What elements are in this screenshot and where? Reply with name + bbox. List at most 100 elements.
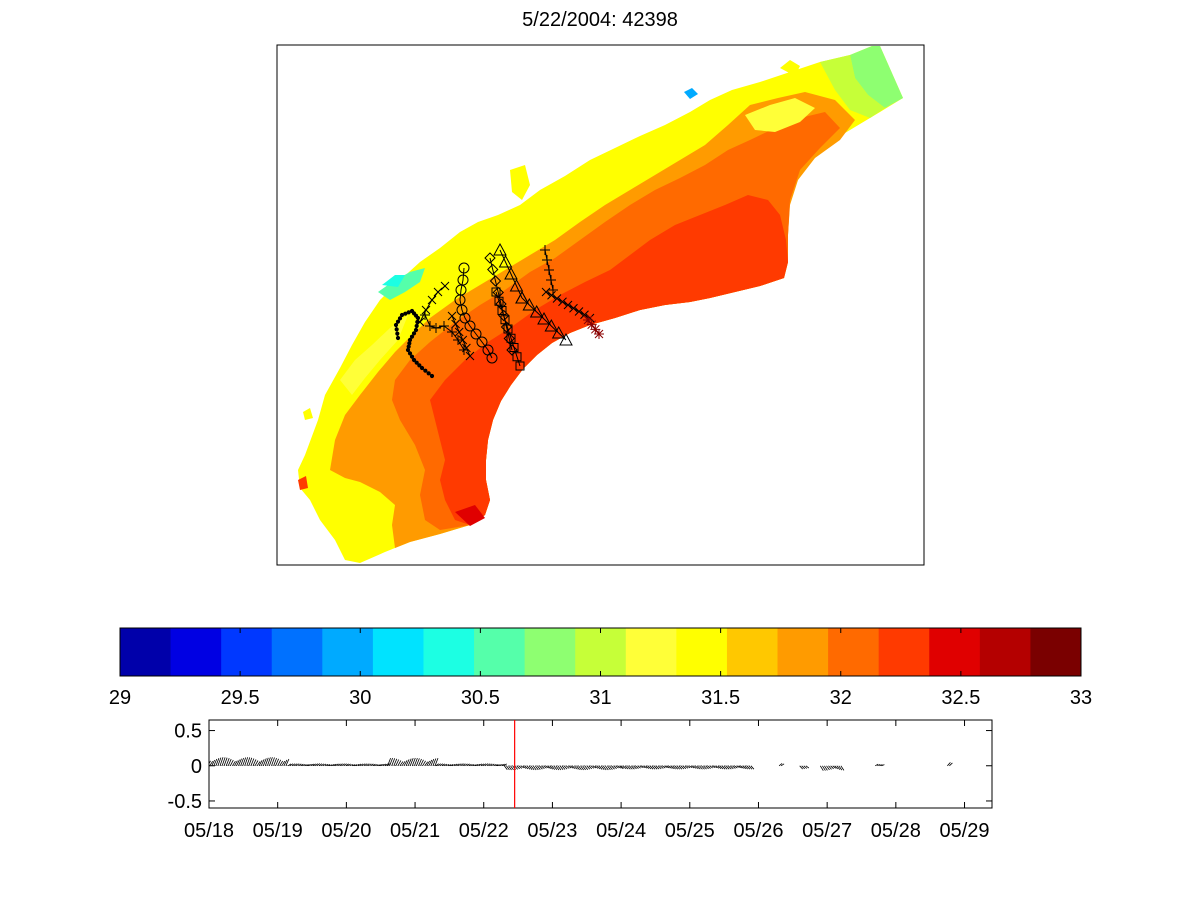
drifter-marker-asterisk <box>586 319 597 330</box>
series-vector-segment <box>620 765 755 770</box>
contour-island <box>510 165 530 200</box>
contour-band-31 <box>850 46 903 108</box>
drifter-marker-square <box>503 324 513 334</box>
contour-band-31-2 <box>340 315 408 395</box>
drifter-marker-x <box>462 343 471 353</box>
colorbar-swatch <box>221 628 273 676</box>
drifter-marker-square <box>500 315 510 325</box>
drifter-marker-dot <box>407 337 413 343</box>
x-tick-label: 05/26 <box>733 820 783 842</box>
drifter-marker-square <box>515 361 525 371</box>
colorbar-swatch <box>271 628 323 676</box>
drifter-track-x <box>451 315 471 357</box>
colorbar-tick-label: 32 <box>830 687 852 709</box>
drifter-marker-dot <box>417 363 422 368</box>
colorbar-tick-label: 31.5 <box>701 687 740 709</box>
map-axes-border <box>276 44 925 566</box>
colorbar-swatch <box>474 628 526 676</box>
drifter-marker-dot <box>419 365 425 371</box>
drifter-marker-x <box>580 310 589 320</box>
drifter-marker-x <box>415 317 425 327</box>
contour-band-30-2 <box>684 88 698 99</box>
colorbar-swatch <box>828 628 880 676</box>
series-vector-segment <box>799 765 810 770</box>
drifter-marker-circle <box>486 352 498 364</box>
x-tick-label: 05/25 <box>665 820 715 842</box>
figure-title: 5/22/2004: 42398 <box>522 9 678 31</box>
series-vector-segment <box>819 765 845 771</box>
x-tick-label: 05/29 <box>939 820 989 842</box>
colorbar-swatch <box>1030 628 1082 676</box>
x-tick-label: 05/28 <box>871 820 921 842</box>
drifter-marker-diamond <box>498 309 510 322</box>
drifter-marker-x <box>421 305 431 315</box>
x-tick-label: 05/24 <box>596 820 646 842</box>
colorbar-swatch <box>423 628 475 676</box>
drifter-marker-dot <box>393 322 399 328</box>
colorbar-swatch <box>726 628 779 676</box>
contour-island <box>780 60 800 76</box>
drifter-marker-triangle <box>537 311 551 325</box>
drifter-marker-x <box>574 307 584 316</box>
drifter-marker-asterisk <box>590 324 601 335</box>
drifter-marker-circle <box>470 328 482 340</box>
drifter-marker-triangle <box>498 254 513 268</box>
series-vector-segment <box>435 763 507 767</box>
timeseries-data <box>209 720 953 808</box>
x-tick-label: 05/22 <box>459 820 509 842</box>
drifter-marker-plus <box>425 321 435 331</box>
contour-patch <box>455 505 485 526</box>
x-tick-label: 05/27 <box>802 820 852 842</box>
drifter-marker-asterisk <box>594 329 604 339</box>
y-tick-label: 0 <box>191 756 202 778</box>
colorbar-swatch <box>929 628 981 676</box>
drifter-marker-x <box>433 287 443 297</box>
drifter-marker-square <box>506 333 516 343</box>
drifter-marker-plus <box>546 275 556 285</box>
drifter-marker-x <box>427 295 437 305</box>
drifter-marker-triangle <box>544 318 559 332</box>
colorbar-swatch <box>575 628 627 676</box>
drifter-marker-triangle <box>493 242 507 256</box>
colorbar-tick-label: 32.5 <box>941 687 980 709</box>
drifter-marker-diamond <box>489 275 502 287</box>
drifter-marker-dot <box>423 368 428 373</box>
contour-island <box>298 476 308 490</box>
drifter-marker-plus <box>542 255 552 265</box>
drifter-marker-dot <box>397 316 403 321</box>
drifter-marker-plus <box>453 335 463 345</box>
drifter-marker-circle <box>459 312 471 324</box>
colorbar: 29 29.5 30 30.5 31 31.5 32 32.5 33 <box>109 627 1092 709</box>
drifter-marker-triangle <box>522 297 537 311</box>
drifter-marker-triangle <box>559 332 573 346</box>
contour-band-32-4 <box>430 195 788 525</box>
drifter-marker-plus <box>431 323 441 333</box>
series-vector-segment <box>209 757 290 767</box>
y-tick-label: 0.5 <box>174 721 202 743</box>
drifter-marker-dot <box>411 331 417 336</box>
colorbar-tick-label: 30.5 <box>461 687 500 709</box>
drifter-marker-square <box>497 306 507 315</box>
drifter-marker-dot <box>414 360 419 365</box>
drifter-marker-x <box>541 287 551 297</box>
drifter-marker-circle <box>464 320 476 332</box>
x-tick-label: 05/18 <box>184 820 234 842</box>
drifter-track-circle <box>459 267 493 359</box>
drifter-track-triangle <box>521 297 567 341</box>
timeseries-panel: 05/18 05/19 05/20 05/21 05/22 05/23 05/24 05/25… <box>168 719 993 842</box>
drifter-marker-x <box>447 311 457 321</box>
drifter-marker-dot <box>406 344 411 349</box>
drifter-marker-square <box>491 287 501 297</box>
timeseries-ticks: 05/18 05/19 05/20 05/21 05/22 05/23 05/24 05/25… <box>168 720 992 842</box>
colorbar-swatch <box>170 628 222 676</box>
drifter-marker-x <box>563 300 573 310</box>
x-tick-label: 05/21 <box>390 820 440 842</box>
drifter-marker-dot <box>426 371 431 376</box>
drifter-tracks <box>393 242 604 379</box>
drifter-marker-dot <box>409 334 415 339</box>
drifter-marker-square <box>512 352 522 362</box>
series-vector-segment <box>947 762 953 767</box>
colorbar-swatch <box>878 628 930 676</box>
drifter-marker-plus <box>439 321 449 331</box>
